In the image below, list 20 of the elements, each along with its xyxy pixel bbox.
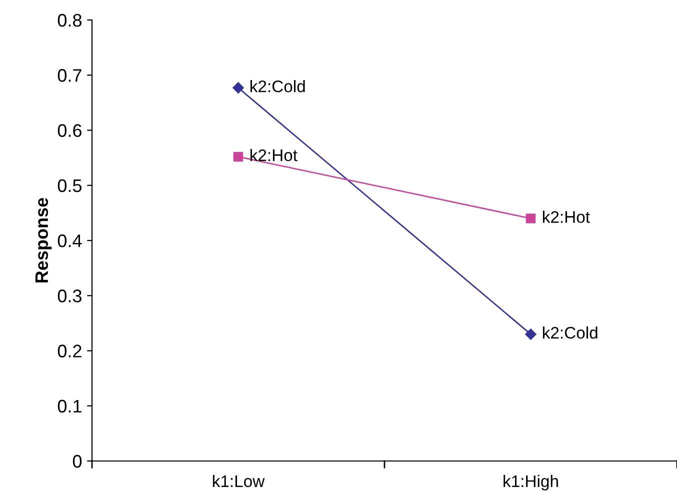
point xyxy=(525,328,536,340)
y-tick-label: 0.1 xyxy=(58,400,82,413)
y-tick-label: 0.8 xyxy=(58,14,82,27)
y-axis-title: Response xyxy=(35,198,52,282)
point xyxy=(526,214,536,224)
y-tick-label: 0.5 xyxy=(58,179,82,192)
x-tick-label: k1:Low xyxy=(212,474,265,488)
y-tick-label: 0 xyxy=(72,454,82,468)
y-tick-label: 0.4 xyxy=(58,234,82,248)
text: k2:Hot xyxy=(542,210,590,223)
series-label: k2:Hot xyxy=(250,148,298,162)
y-tick-label: 0.3 xyxy=(58,290,82,302)
y-tick-label: 0.6 xyxy=(58,124,82,137)
y-tick-label: 0.2 xyxy=(58,344,82,358)
text: k2:Cold xyxy=(542,326,598,339)
y-tick-label: 0.7 xyxy=(58,69,82,82)
point xyxy=(232,82,244,94)
series-label: k2:Cold xyxy=(250,80,305,92)
x-tick-label: k1:High xyxy=(504,474,558,490)
point xyxy=(233,152,244,162)
